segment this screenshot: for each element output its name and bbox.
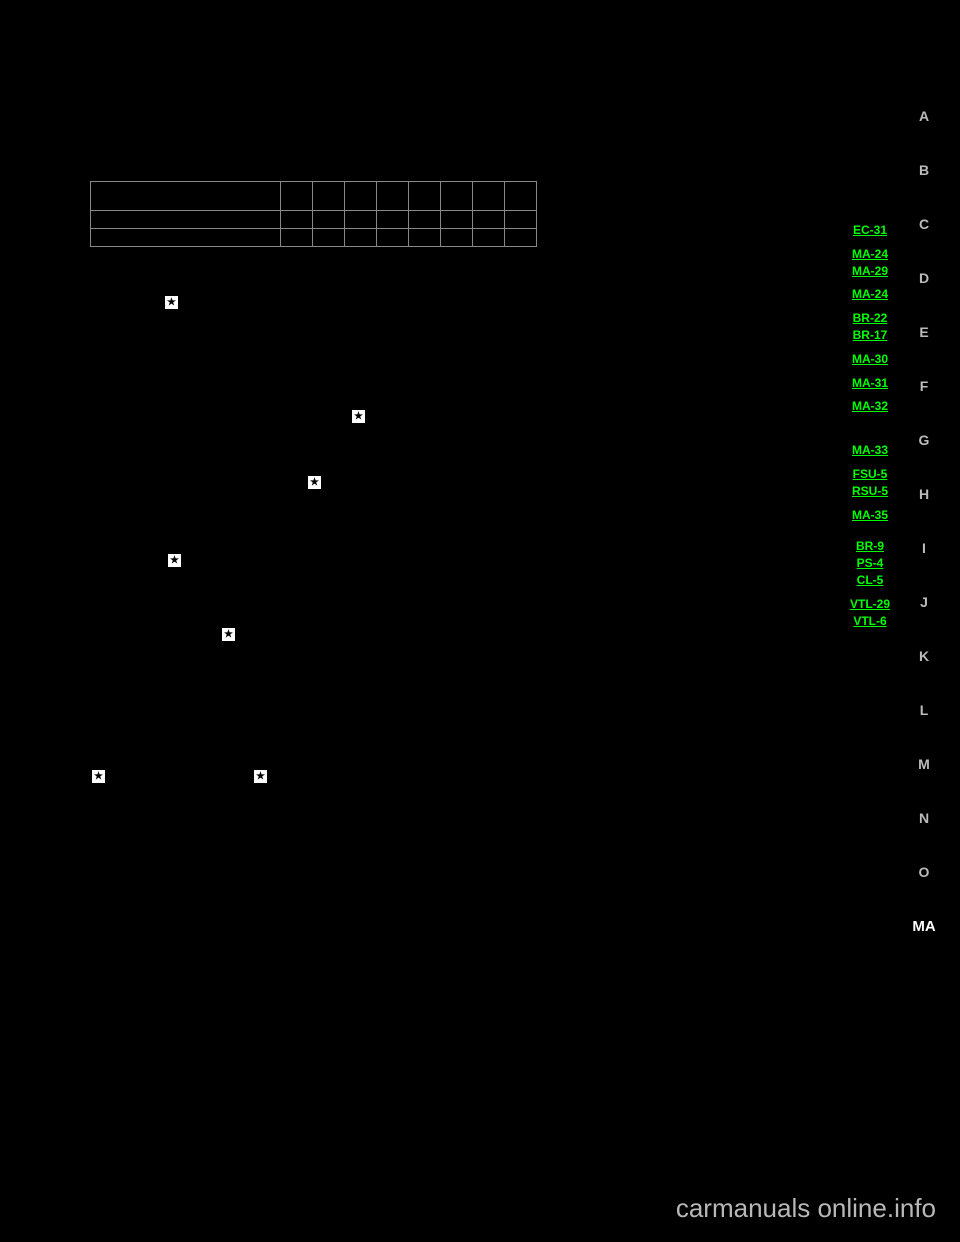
col-mo5: 36 <box>441 228 473 246</box>
months-label: Months <box>91 228 281 246</box>
link-ma35[interactable]: MA-35 <box>852 508 888 522</box>
link-br17[interactable]: BR-17 <box>853 328 888 342</box>
link-br22[interactable]: BR-22 <box>853 311 888 325</box>
legend-1: (*1) Replace at specified intervals. Ins… <box>90 273 730 287</box>
miles-label: MAINTENANCE INTERVAL — Miles x 1,000 <box>91 181 281 210</box>
page: A B C D E F G H I J K L M N O MA EC-31 M… <box>0 0 960 1242</box>
col-mo0: 6 <box>281 228 313 246</box>
link-ps4[interactable]: PS-4 <box>857 556 884 570</box>
col-k7: 96 <box>505 210 537 228</box>
star-icon: ★ <box>165 296 178 309</box>
link-fsu5[interactable]: FSU-5 <box>853 467 888 481</box>
col-m4: 37.5 <box>409 181 441 210</box>
star-icon: ★ <box>254 770 267 783</box>
watermark: carmanuals online.info <box>676 1193 936 1224</box>
intro-text: Follow Periodic Maintenance Schedule 2 i… <box>90 139 730 154</box>
link-vtl29[interactable]: VTL-29 <box>850 597 890 611</box>
km-label: (km x 1,000) <box>91 210 281 228</box>
index-g[interactable]: G <box>910 432 938 448</box>
link-ma32[interactable]: MA-32 <box>852 399 888 413</box>
index-j[interactable]: J <box>910 594 938 610</box>
col-m6: 52.5 <box>473 181 505 210</box>
star-icon: ★ <box>222 628 235 641</box>
index-l[interactable]: L <box>910 702 938 718</box>
header-row-miles: MAINTENANCE INTERVAL — Miles x 1,000 7.5… <box>91 181 537 210</box>
col-m0: 7.5 <box>281 181 313 210</box>
link-ma29[interactable]: MA-29 <box>852 264 888 278</box>
index-o[interactable]: O <box>910 864 938 880</box>
legend-2: (*2) First inspect at 60,000 miles (96,0… <box>90 289 730 303</box>
col-mo3: 24 <box>377 228 409 246</box>
legend-0: NOTE: I = Inspect. Correct or replace if… <box>90 257 730 271</box>
legend-4: (*4) Inspect once per year. <box>90 321 730 335</box>
star-icon: ★ <box>352 410 365 423</box>
link-ec31[interactable]: EC-31 <box>853 223 887 237</box>
index-b[interactable]: B <box>910 162 938 178</box>
index-e[interactable]: E <box>910 324 938 340</box>
col-mo4: 30 <box>409 228 441 246</box>
col-k3: 48 <box>377 210 409 228</box>
link-ma31[interactable]: MA-31 <box>852 376 888 390</box>
index-ma[interactable]: MA <box>910 918 938 935</box>
col-m2: 22.5 <box>345 181 377 210</box>
index-n[interactable]: N <box>910 810 938 826</box>
page-title: PERIODIC MAINTENANCE <box>90 95 730 110</box>
reference-links: EC-31 MA-24 MA-29 MA-24 BR-22 BR-17 MA-3… <box>850 222 890 636</box>
header-row-months: Months 6 12 18 24 30 36 42 48 <box>91 228 537 246</box>
legend-notes: NOTE: I = Inspect. Correct or replace if… <box>90 257 730 335</box>
link-ma33[interactable]: MA-33 <box>852 443 888 457</box>
col-k6: 84 <box>473 210 505 228</box>
link-rsu5[interactable]: RSU-5 <box>852 484 888 498</box>
content: PERIODIC MAINTENANCE Schedule 2 Follow P… <box>90 95 730 337</box>
index-d[interactable]: D <box>910 270 938 286</box>
link-ma24b[interactable]: MA-24 <box>852 287 888 301</box>
col-mo1: 12 <box>313 228 345 246</box>
chassis-label: Chassis and body maintenance <box>90 158 730 173</box>
link-ma30[interactable]: MA-30 <box>852 352 888 366</box>
star-icon: ★ <box>308 476 321 489</box>
link-br9[interactable]: BR-9 <box>856 539 884 553</box>
col-k0: 12 <box>281 210 313 228</box>
col-k5: 72 <box>441 210 473 228</box>
col-k4: 60 <box>409 210 441 228</box>
col-mo7: 48 <box>505 228 537 246</box>
index-i[interactable]: I <box>910 540 938 556</box>
col-mo2: 18 <box>345 228 377 246</box>
col-k2: 36 <box>345 210 377 228</box>
subtitle: Schedule 2 <box>90 120 730 135</box>
link-ma24[interactable]: MA-24 <box>852 247 888 261</box>
col-m3: 30 <box>377 181 409 210</box>
col-m1: 15 <box>313 181 345 210</box>
col-m7: 60 <box>505 181 537 210</box>
section-index: A B C D E F G H I J K L M N O MA <box>910 108 938 935</box>
index-c[interactable]: C <box>910 216 938 232</box>
index-m[interactable]: M <box>910 756 938 772</box>
link-vtl6[interactable]: VTL-6 <box>853 614 886 628</box>
col-mo6: 42 <box>473 228 505 246</box>
index-k[interactable]: K <box>910 648 938 664</box>
link-cl5[interactable]: CL-5 <box>857 573 884 587</box>
header-row-km: (km x 1,000) 12 24 36 48 60 72 84 96 <box>91 210 537 228</box>
legend-3: (*3) Replace every 15,000 miles (24,000 … <box>90 305 730 319</box>
col-m5: 45 <box>441 181 473 210</box>
star-icon: ★ <box>168 554 181 567</box>
index-a[interactable]: A <box>910 108 938 124</box>
index-h[interactable]: H <box>910 486 938 502</box>
index-f[interactable]: F <box>910 378 938 394</box>
star-icon: ★ <box>92 770 105 783</box>
maintenance-table: MAINTENANCE INTERVAL — Miles x 1,000 7.5… <box>90 181 537 247</box>
col-k1: 24 <box>313 210 345 228</box>
